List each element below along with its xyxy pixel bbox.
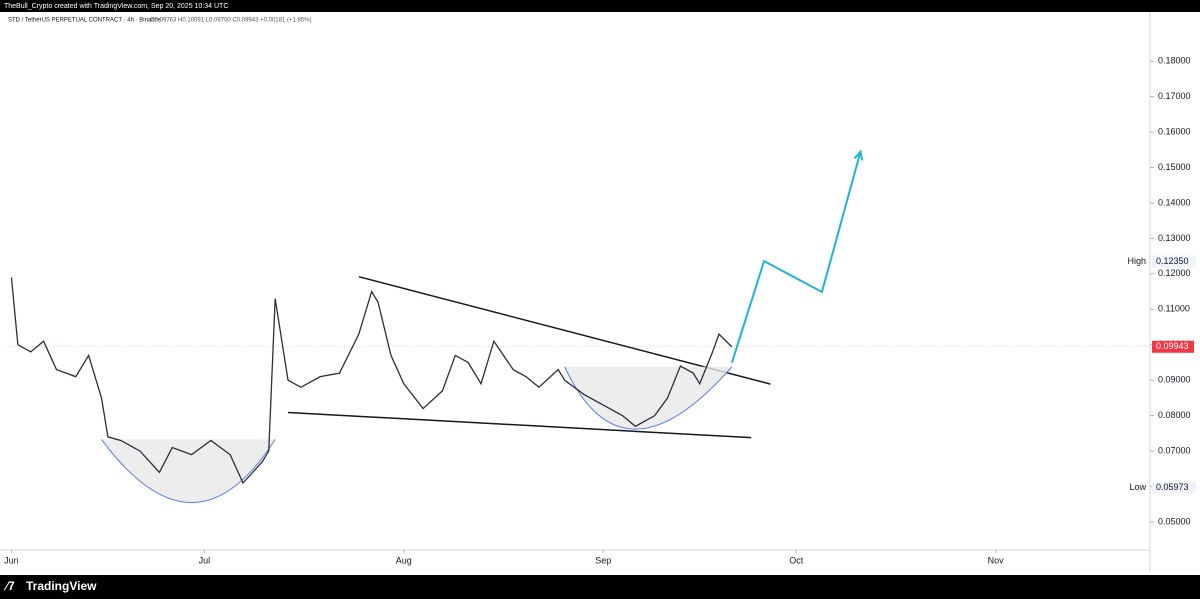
arrow-head (853, 149, 864, 161)
y-tick-label: 0.12000 (1158, 268, 1191, 278)
y-tick-label: 0.11000 (1158, 304, 1190, 314)
cup-arc (564, 366, 733, 430)
cup-arc (101, 439, 276, 503)
y-tick-label: 0.18000 (1158, 56, 1191, 66)
y-tick-label: 0.08000 (1158, 410, 1191, 420)
x-tick-label: Jun (4, 555, 19, 565)
y-tick-label: 0.15000 (1158, 162, 1191, 172)
x-tick-label: Oct (789, 555, 804, 565)
ohlc: O0.09763 H0.10091 L0.09700 C0.09943 +0.0… (150, 18, 311, 24)
y-tick-label: 0.09000 (1158, 375, 1191, 385)
last-price-label: 0.09943 (1156, 341, 1189, 351)
marker-tag (1152, 255, 1196, 268)
y-tick-label: 0.07000 (1158, 445, 1191, 455)
last-price-tag (1152, 340, 1194, 353)
y-tick-label: 0.05000 (1158, 516, 1191, 526)
symbol: STD / TetherUS PERPETUAL CONTRACT · 4h ·… (8, 18, 162, 24)
y-tick-label: 0.13000 (1158, 233, 1191, 243)
x-tick-label: Nov (988, 555, 1005, 565)
marker-name: High (1127, 256, 1146, 266)
trendline (287, 411, 752, 439)
marker-tag (1152, 481, 1196, 494)
marker-label: 0.12350 (1156, 256, 1189, 266)
projection (730, 151, 862, 364)
marker-name: Low (1129, 482, 1146, 492)
bottom-bar (0, 575, 1200, 599)
cup-fill (564, 366, 732, 430)
x-tick-label: Jul (199, 555, 211, 565)
cup-fill (101, 439, 276, 503)
x-tick-label: Aug (396, 555, 412, 565)
y-tick-label: 0.14000 (1158, 197, 1191, 207)
y-tick-label: 0.17000 (1158, 91, 1191, 101)
trendline (358, 275, 771, 385)
brand: TradingView (26, 579, 97, 593)
brand-logo: ⁄7 (3, 579, 15, 593)
y-tick-label: 0.16000 (1158, 126, 1191, 136)
x-tick-label: Sep (595, 555, 611, 565)
marker-label: 0.05973 (1156, 482, 1189, 492)
top-bar (0, 0, 1200, 12)
price-line (10, 277, 733, 485)
credit: TheBull_Crypto created with TradingView.… (4, 3, 228, 10)
